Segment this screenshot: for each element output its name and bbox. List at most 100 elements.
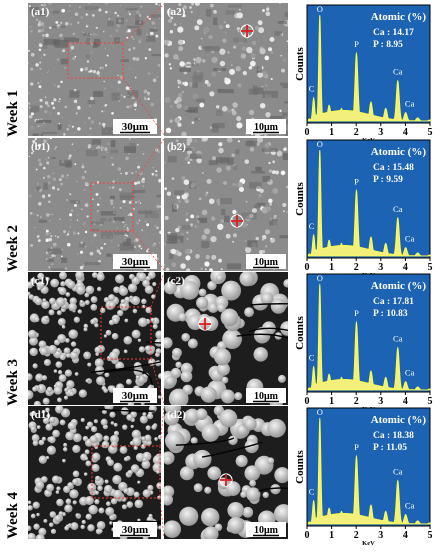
x-tick-label: 5	[428, 530, 433, 541]
peak-label: Ca	[393, 467, 403, 477]
row-label-week-4: Week 4	[5, 491, 22, 539]
x-tick-label: 1	[329, 262, 334, 273]
eds-legend-title: Atomic (%)	[371, 11, 427, 23]
scale-label-magnified: 10μm	[254, 391, 279, 402]
micrograph-magnified: (d2) 10μm	[164, 406, 288, 539]
micrograph-magnified: (a2) 10μm	[164, 3, 288, 136]
x-tick-label: 0	[305, 262, 310, 273]
peak-label: P	[354, 39, 359, 49]
panel-tag-magnified: (c2)	[167, 275, 185, 287]
peak-label: C	[309, 353, 315, 363]
eds-p-value: P : 8.95	[373, 40, 403, 50]
x-tick-label: 3	[378, 127, 383, 138]
x-tick-label: 1	[329, 396, 334, 407]
x-tick-label: 5	[428, 127, 433, 138]
eds-spectrum-chart: C O P Ca Ca Atomic (%) Ca : 14.17 P : 8.95 0 1 2 3 4…	[294, 4, 433, 144]
x-tick-label: 3	[378, 396, 383, 407]
peak-label: P	[354, 176, 359, 186]
scale-bar-box	[246, 254, 286, 269]
zoom-guide-line	[122, 3, 165, 44]
y-axis-label: Counts	[294, 315, 306, 349]
peak-label: Ca	[405, 368, 415, 378]
x-tick-label: 2	[354, 530, 359, 541]
eds-spectrum-chart: C O P Ca Ca Atomic (%) Ca : 17.81 P : 10.83 0 1 2 3…	[294, 273, 433, 413]
eds-plot-area	[306, 407, 431, 527]
peak-label: Ca	[405, 234, 415, 244]
peak-label: Ca	[393, 204, 403, 214]
eds-p-value: P : 9.59	[373, 175, 403, 185]
peak-label: P	[354, 442, 359, 452]
eds-legend-title: Atomic (%)	[371, 146, 427, 158]
scale-label-magnified: 10μm	[254, 122, 279, 133]
scale-bar-box	[246, 522, 286, 537]
micrograph-overview: (b1) 30μm	[28, 138, 161, 271]
x-tick-label: 1	[329, 530, 334, 541]
eds-spectrum-chart: C O P Ca Ca Atomic (%) Ca : 18.38 P : 11.05 0 1 2 3…	[294, 407, 433, 547]
eds-spectrum-chart: C O P Ca Ca Atomic (%) Ca : 15.48 P : 9.59 0 1 2 3 4…	[294, 139, 433, 279]
x-tick-label: 5	[428, 262, 433, 273]
panel-tag-overview: (d1)	[31, 409, 50, 421]
scale-label-magnified: 10μm	[254, 257, 279, 268]
eds-plot-area	[306, 139, 431, 259]
peak-label: C	[309, 221, 315, 231]
spectrum-curve	[307, 149, 431, 257]
scale-label-magnified: 10μm	[254, 525, 279, 536]
peak-label: Ca	[405, 99, 415, 109]
x-tick-label: 5	[428, 396, 433, 407]
x-tick-label: 0	[305, 530, 310, 541]
panel-tag-magnified: (b2)	[167, 141, 186, 153]
row-week-4: (d1) 30μm (d2) 10μm C O P Ca Ca Atomic (%) Ca : 18…	[28, 406, 433, 547]
x-tick-label: 4	[403, 127, 408, 138]
peak-label: Ca	[405, 500, 415, 510]
scale-bar-box	[246, 388, 286, 403]
peak-label: O	[317, 407, 323, 417]
micrograph-overview: (a1) 30μm	[28, 3, 161, 136]
scale-label-overview: 30μm	[122, 256, 148, 268]
micrograph-magnified: (b2) 10μm	[164, 138, 288, 271]
panel-tag-magnified: (a2)	[167, 6, 186, 18]
eds-plot-area	[306, 273, 431, 393]
x-tick-label: 0	[305, 396, 310, 407]
y-axis-label: Counts	[294, 449, 306, 483]
x-tick-label: 3	[378, 262, 383, 273]
spectrum-curve	[307, 14, 431, 122]
eds-p-value: P : 10.83	[373, 309, 408, 319]
scale-label-overview: 30μm	[122, 524, 148, 536]
row-label-week-3: Week 3	[5, 358, 22, 406]
eds-legend-title: Atomic (%)	[371, 280, 427, 292]
peak-label: O	[317, 273, 323, 283]
analysis-point-icon	[219, 473, 233, 487]
spectrum-curve	[307, 283, 431, 391]
x-tick-label: 3	[378, 530, 383, 541]
eds-ca-value: Ca : 18.38	[373, 431, 414, 441]
micrograph-overview: (d1) 30μm	[28, 406, 161, 539]
scale-bar-box	[113, 119, 157, 134]
analysis-point-icon	[230, 214, 244, 228]
x-tick-label: 0	[305, 127, 310, 138]
x-tick-label: 2	[354, 262, 359, 273]
spectrum-curve	[307, 417, 431, 525]
panel-tag-magnified: (d2)	[167, 409, 186, 421]
scale-label-overview: 30μm	[122, 390, 148, 402]
x-tick-label: 4	[403, 396, 408, 407]
x-axis-label: KeV	[362, 540, 375, 547]
zoom-guide-line	[159, 497, 165, 539]
row-label-week-2: Week 2	[5, 224, 22, 272]
x-tick-label: 2	[354, 396, 359, 407]
analysis-point-icon	[240, 24, 254, 38]
zoom-region-box	[67, 42, 124, 79]
x-tick-label: 4	[403, 530, 408, 541]
zoom-guide-line	[132, 230, 165, 271]
zoom-region-box	[100, 306, 152, 360]
analysis-point-icon	[198, 317, 212, 331]
zoom-region-box	[91, 445, 161, 499]
row-week-3: (c1) 30μm (c2) 10μm C O P Ca Ca Atomic (%) Ca : 17…	[28, 272, 433, 413]
peak-label: P	[354, 308, 359, 318]
x-tick-label: 2	[354, 127, 359, 138]
panel-tag-overview: (c1)	[31, 275, 49, 287]
peak-label: Ca	[393, 334, 403, 344]
zoom-guide-line	[159, 406, 165, 447]
peak-label: O	[317, 139, 323, 149]
